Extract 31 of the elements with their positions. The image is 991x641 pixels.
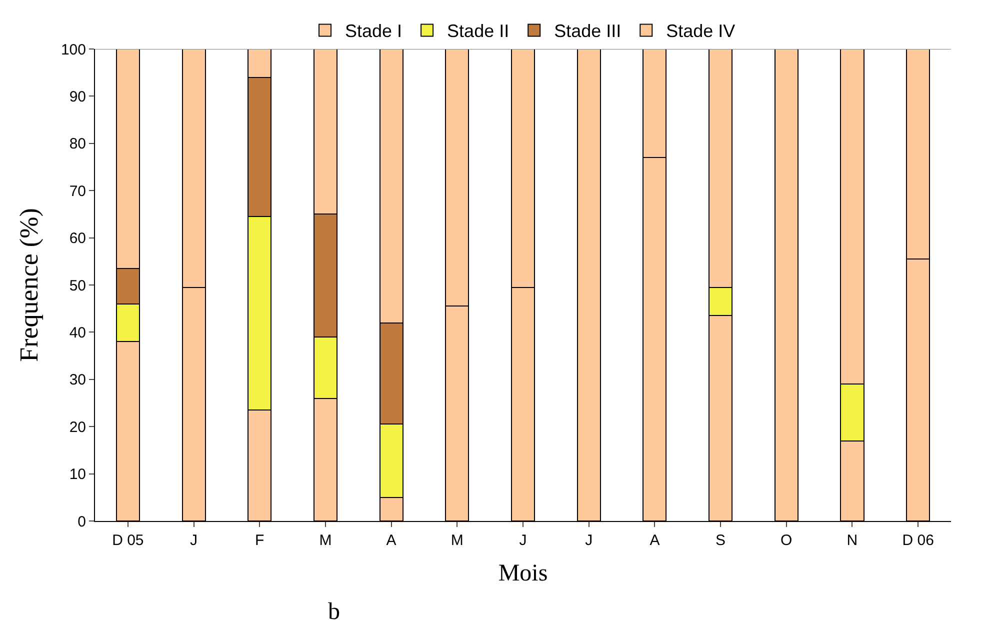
y-tick-label: 60 [69, 230, 86, 248]
y-tick-label: 100 [60, 41, 86, 58]
x-tick-label: S [716, 532, 726, 549]
x-axis-title: Mois [498, 560, 548, 586]
y-axis-title: Frequence (%) [14, 208, 44, 362]
x-tick-label: D 06 [902, 532, 934, 549]
legend-label: Stade II [447, 21, 510, 42]
x-tick-label: D 05 [112, 532, 144, 549]
legend-label: Stade III [554, 21, 622, 42]
y-tick-label: 50 [69, 277, 86, 294]
y-tick-label: 30 [69, 372, 86, 389]
x-tick-label: J [585, 532, 593, 549]
x-tick-label: A [650, 532, 660, 549]
y-tick-label: 0 [78, 513, 86, 530]
y-tick-label: 70 [69, 182, 86, 200]
text: b [328, 599, 340, 625]
y-tick-label: 90 [69, 88, 86, 106]
legend-label: Stade IV [666, 21, 736, 42]
x-tick-label: J [519, 532, 527, 549]
x-tick-label: M [450, 532, 464, 549]
y-tick-label: 20 [69, 418, 86, 436]
y-tick-label: 80 [69, 136, 86, 153]
y-tick-label: 10 [69, 466, 86, 484]
x-tick-label: F [255, 532, 264, 549]
x-tick-label: J [190, 532, 198, 549]
y-tick-label: 40 [69, 324, 86, 342]
x-tick-label: N [846, 532, 858, 549]
x-tick-label: O [780, 532, 792, 549]
x-tick-label: A [386, 532, 396, 549]
legend-label: Stade I [345, 21, 402, 42]
x-tick-label: M [319, 532, 332, 549]
